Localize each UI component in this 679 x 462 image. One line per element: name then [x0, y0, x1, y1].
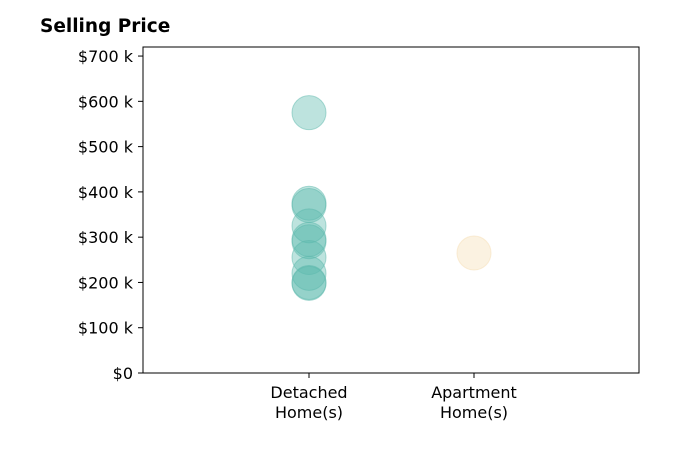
- plot-frame: [142, 46, 640, 374]
- plot-border: [142, 46, 640, 374]
- data-point: [291, 208, 327, 244]
- y-axis: $0 $100 k $200 k $300 k $400 k $500 k $600 k $7…: [78, 47, 143, 383]
- y-tick-label: $300 k: [78, 228, 134, 247]
- x-axis: Detached Home(s) Apartment Home(s): [270, 373, 517, 422]
- data-point: [456, 235, 492, 271]
- y-tick-label: $0: [113, 364, 133, 383]
- data-point: [291, 265, 327, 301]
- data-point: [291, 240, 327, 276]
- data-points: [291, 95, 492, 301]
- chart-title: Selling Price: [40, 16, 171, 37]
- y-tick-label: $100 k: [78, 319, 134, 338]
- x-tick-label: Detached Home(s): [270, 383, 347, 422]
- y-tick-label: $700 k: [78, 47, 134, 66]
- x-tick-label: Apartment Home(s): [431, 383, 517, 422]
- y-tick-label: $200 k: [78, 273, 134, 292]
- y-tick-label: $500 k: [78, 138, 134, 157]
- y-tick-label: $600 k: [78, 92, 134, 111]
- y-tick-label: $400 k: [78, 183, 134, 202]
- data-point: [291, 95, 327, 131]
- data-point: [291, 224, 327, 260]
- data-point: [291, 255, 327, 291]
